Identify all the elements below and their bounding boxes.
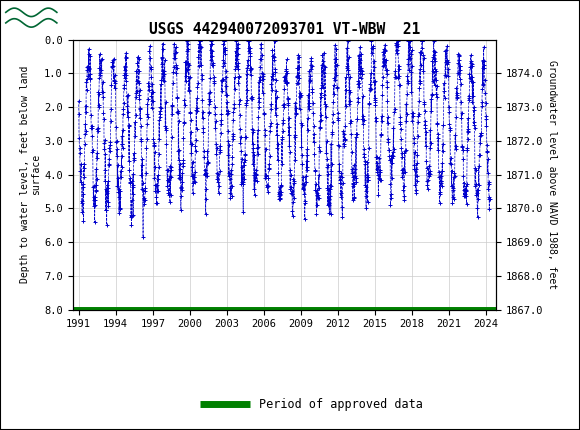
Y-axis label: Groundwater level above NAVD 1988, feet: Groundwater level above NAVD 1988, feet [548, 60, 557, 289]
Y-axis label: Depth to water level, feet below land
surface: Depth to water level, feet below land su… [20, 66, 41, 283]
FancyBboxPatch shape [5, 3, 60, 32]
Text: Period of approved data: Period of approved data [259, 398, 423, 411]
Title: USGS 442940072093701 VT-WBW  21: USGS 442940072093701 VT-WBW 21 [148, 22, 420, 37]
Text: USGS: USGS [65, 8, 120, 26]
